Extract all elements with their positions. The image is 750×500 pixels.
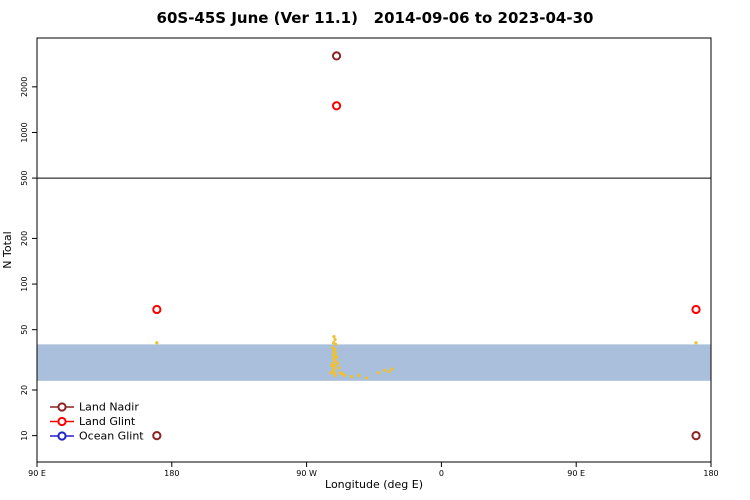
data-point-land-nadir bbox=[331, 51, 342, 61]
x-axis-label: Longitude (deg E) bbox=[325, 478, 423, 491]
legend-marker-land-glint bbox=[57, 416, 67, 427]
y-tick-label: 200 bbox=[20, 231, 29, 246]
y-tick-label: 500 bbox=[20, 170, 29, 185]
ocean-glint-band bbox=[37, 344, 711, 381]
y-axis-label: N Total bbox=[1, 231, 14, 268]
legend-label-land-nadir: Land Nadir bbox=[79, 401, 139, 414]
y-tick-label: 100 bbox=[20, 276, 29, 291]
y-tick-label: 2000 bbox=[20, 77, 29, 97]
legend-marker-ocean-glint bbox=[57, 431, 67, 441]
data-point-land-glint bbox=[331, 101, 342, 111]
gold-point bbox=[332, 335, 336, 339]
gold-point bbox=[335, 355, 339, 359]
gold-point bbox=[329, 371, 333, 375]
data-point-land-glint bbox=[691, 304, 701, 315]
chart-title: 60S-45S June (Ver 11.1) 2014-09-06 to 20… bbox=[156, 9, 594, 27]
x-tick-label: 90 W bbox=[296, 469, 317, 478]
x-tick-label: 90 E bbox=[567, 469, 585, 478]
plot-border bbox=[36, 37, 712, 463]
gold-point bbox=[364, 376, 369, 380]
gold-point bbox=[382, 368, 387, 372]
y-tick-label: 1000 bbox=[20, 122, 29, 142]
gold-point bbox=[357, 373, 361, 377]
gold-point bbox=[332, 371, 336, 375]
gold-point bbox=[334, 342, 338, 346]
gold-point bbox=[332, 357, 336, 361]
gold-point bbox=[331, 368, 335, 372]
gold-point bbox=[336, 361, 340, 365]
x-tick-label: 180 bbox=[703, 469, 718, 478]
gold-point bbox=[390, 367, 394, 371]
gold-point bbox=[333, 373, 337, 377]
data-point-land-glint bbox=[152, 304, 162, 315]
gold-point bbox=[349, 375, 354, 379]
gold-point bbox=[333, 359, 338, 363]
gold-point bbox=[333, 338, 337, 342]
gold-point bbox=[387, 369, 391, 374]
gold-point bbox=[694, 341, 698, 345]
data-point-land-nadir bbox=[152, 431, 162, 441]
x-tick-label: 0 bbox=[439, 469, 444, 478]
data-point-land-nadir bbox=[691, 431, 701, 441]
legend-label-land-glint: Land Glint bbox=[79, 415, 136, 428]
y-tick-label: 10 bbox=[20, 431, 29, 441]
legend-marker-land-nadir bbox=[57, 402, 67, 412]
gold-point bbox=[376, 371, 381, 375]
gold-point bbox=[337, 366, 341, 370]
gold-point bbox=[330, 363, 334, 368]
y-tick-label: 20 bbox=[20, 385, 29, 395]
x-tick-label: 180 bbox=[164, 469, 179, 478]
gold-point bbox=[155, 341, 159, 345]
legend-label-ocean-glint: Ocean Glint bbox=[79, 430, 144, 443]
x-tick-label: 90 E bbox=[28, 469, 46, 478]
y-tick-label: 50 bbox=[20, 325, 29, 335]
gold-point bbox=[343, 373, 347, 377]
